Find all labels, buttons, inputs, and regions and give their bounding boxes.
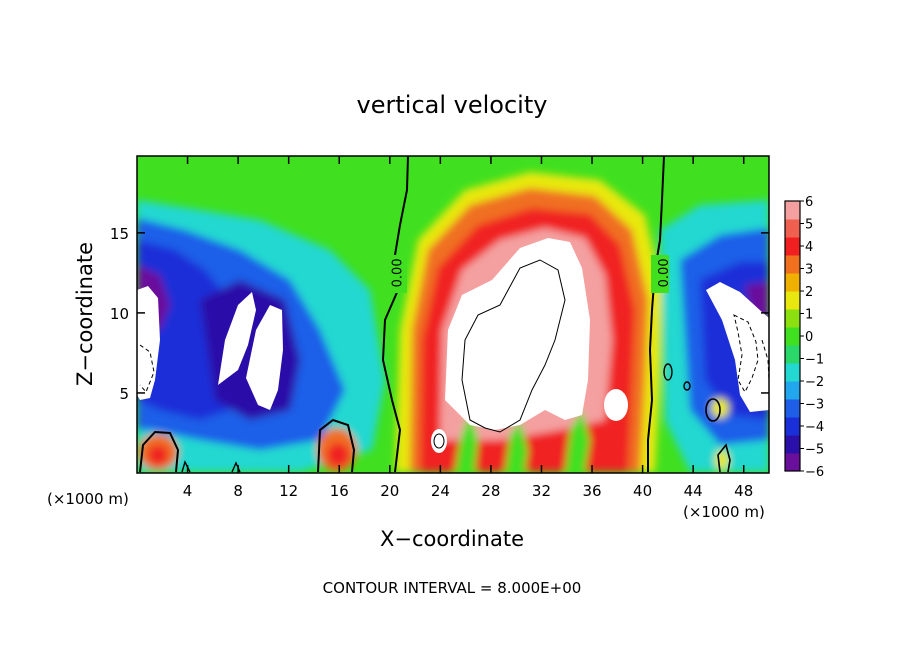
x-tick-label: 28: [481, 482, 500, 500]
x-tick-label: 20: [380, 482, 399, 500]
colorbar-tick-label: 3: [805, 263, 813, 278]
colorbar-tick-label: −1: [805, 353, 824, 368]
colorbar-swatch: [785, 399, 800, 418]
x-tick-label: 12: [279, 482, 298, 500]
saturated-area-left-plume-2: [246, 305, 283, 410]
colorbar-swatch: [785, 363, 800, 382]
colorbar-swatch: [785, 237, 800, 256]
saturated-area-left-plume: [218, 292, 256, 385]
heatmap-region-green-gap-3: [565, 410, 590, 472]
saturated-area-right-edge: [706, 282, 769, 412]
x-tick-label: 44: [684, 482, 703, 500]
zero-contour-right-blob: [705, 398, 721, 422]
heatmap-blob-mid-red: [327, 443, 349, 467]
contour-interval-note: CONTOUR INTERVAL = 8.000E+00: [323, 579, 582, 597]
heatmap-blob-right-yellow: [715, 450, 729, 470]
saturated-area-updraft-core: [445, 238, 590, 430]
colorbar-swatch: [785, 435, 800, 454]
zero-contour-tiny-3: [663, 363, 673, 381]
zero-contour-mid-blob: [317, 418, 356, 473]
colorbar-tick-label: 4: [805, 240, 813, 255]
zero-contour-right-blob-2: [717, 443, 731, 473]
colorbar-tick-label: 1: [805, 308, 813, 323]
colorbar-swatch: [785, 327, 800, 346]
y-axis-label: Z−coordinate: [73, 242, 97, 386]
x-tick-label: 48: [734, 482, 753, 500]
y-axis-ticks: 5 10 15: [110, 225, 769, 403]
colorbar-swatch: [785, 291, 800, 310]
colorbar-tick-label: 5: [805, 218, 813, 233]
heatmap-blob-left-red: [148, 445, 168, 465]
heatmap-field: [137, 156, 769, 473]
x-unit-left: (×1000 m): [47, 490, 129, 508]
x-tick-label: 24: [431, 482, 450, 500]
positive-contour-updraft: [461, 259, 566, 433]
contour-label: 0.00: [657, 258, 672, 287]
x-tick-label: 36: [582, 482, 601, 500]
colorbar-swatch: [785, 381, 800, 400]
negative-contour-left: [139, 344, 155, 393]
colorbar-swatch: [785, 309, 800, 328]
zero-contour-left: [381, 156, 409, 473]
contour-label: 0.00: [390, 258, 405, 287]
x-tick-label: 8: [233, 482, 243, 500]
colorbar-tick-label: 6: [805, 195, 813, 210]
x-tick-label: 4: [183, 482, 193, 500]
contour-label-bg-right: [651, 255, 669, 293]
x-axis-ticks: 4 8 12 16 20 24 28 32 36 40 44 48: [183, 156, 753, 500]
colorbar-swatch: [785, 201, 800, 220]
colorbar-swatch: [785, 219, 800, 238]
colorbar-swatch: [785, 345, 800, 364]
saturated-area-small-2: [604, 389, 628, 421]
colorbar-tick-label: 0: [805, 330, 813, 345]
heatmap-region-green-gap-1: [455, 410, 478, 472]
y-tick-label: 15: [110, 225, 129, 243]
colorbar-swatch: [785, 255, 800, 274]
saturated-area-small: [431, 429, 447, 453]
x-unit-right: (×1000 m): [683, 503, 765, 521]
zero-contour-left-blob: [139, 430, 180, 473]
colorbar-tick-label: −2: [805, 375, 824, 390]
contour-labels: 0.00 0.00: [390, 258, 672, 287]
x-tick-label: 16: [330, 482, 349, 500]
positive-contour-small: [433, 433, 445, 449]
colorbar-tick-label: −3: [805, 398, 824, 413]
colorbar-tick-label: −6: [805, 465, 824, 480]
zero-contour-right: [647, 156, 665, 472]
contour-label-bg-left: [389, 255, 407, 293]
x-tick-label: 40: [633, 482, 652, 500]
plot-frame: [136, 155, 770, 474]
zero-contour-tiny-1: [181, 460, 191, 473]
colorbar-swatch: [785, 417, 800, 436]
saturated-area-left-edge: [137, 286, 160, 400]
y-tick-label: 5: [119, 385, 129, 403]
colorbar-swatch: [785, 273, 800, 292]
zero-contour-tiny-4: [683, 381, 691, 391]
colorbar: 6 5 4 3 2 1 0 −1 −2 −3 −4 −5 −6: [784, 195, 824, 480]
colorbar-tick-label: 2: [805, 285, 813, 300]
colorbar-tick-label: −5: [805, 443, 824, 458]
x-tick-label: 32: [532, 482, 551, 500]
colorbar-tick-label: −4: [805, 420, 824, 435]
y-tick-label: 10: [110, 305, 129, 323]
heatmap-region-green-gap-2: [505, 420, 528, 472]
x-axis-label: X−coordinate: [380, 527, 524, 551]
colorbar-swatch: [785, 453, 800, 472]
chart-title: vertical velocity: [357, 91, 548, 119]
negative-contour-right: [733, 314, 759, 394]
